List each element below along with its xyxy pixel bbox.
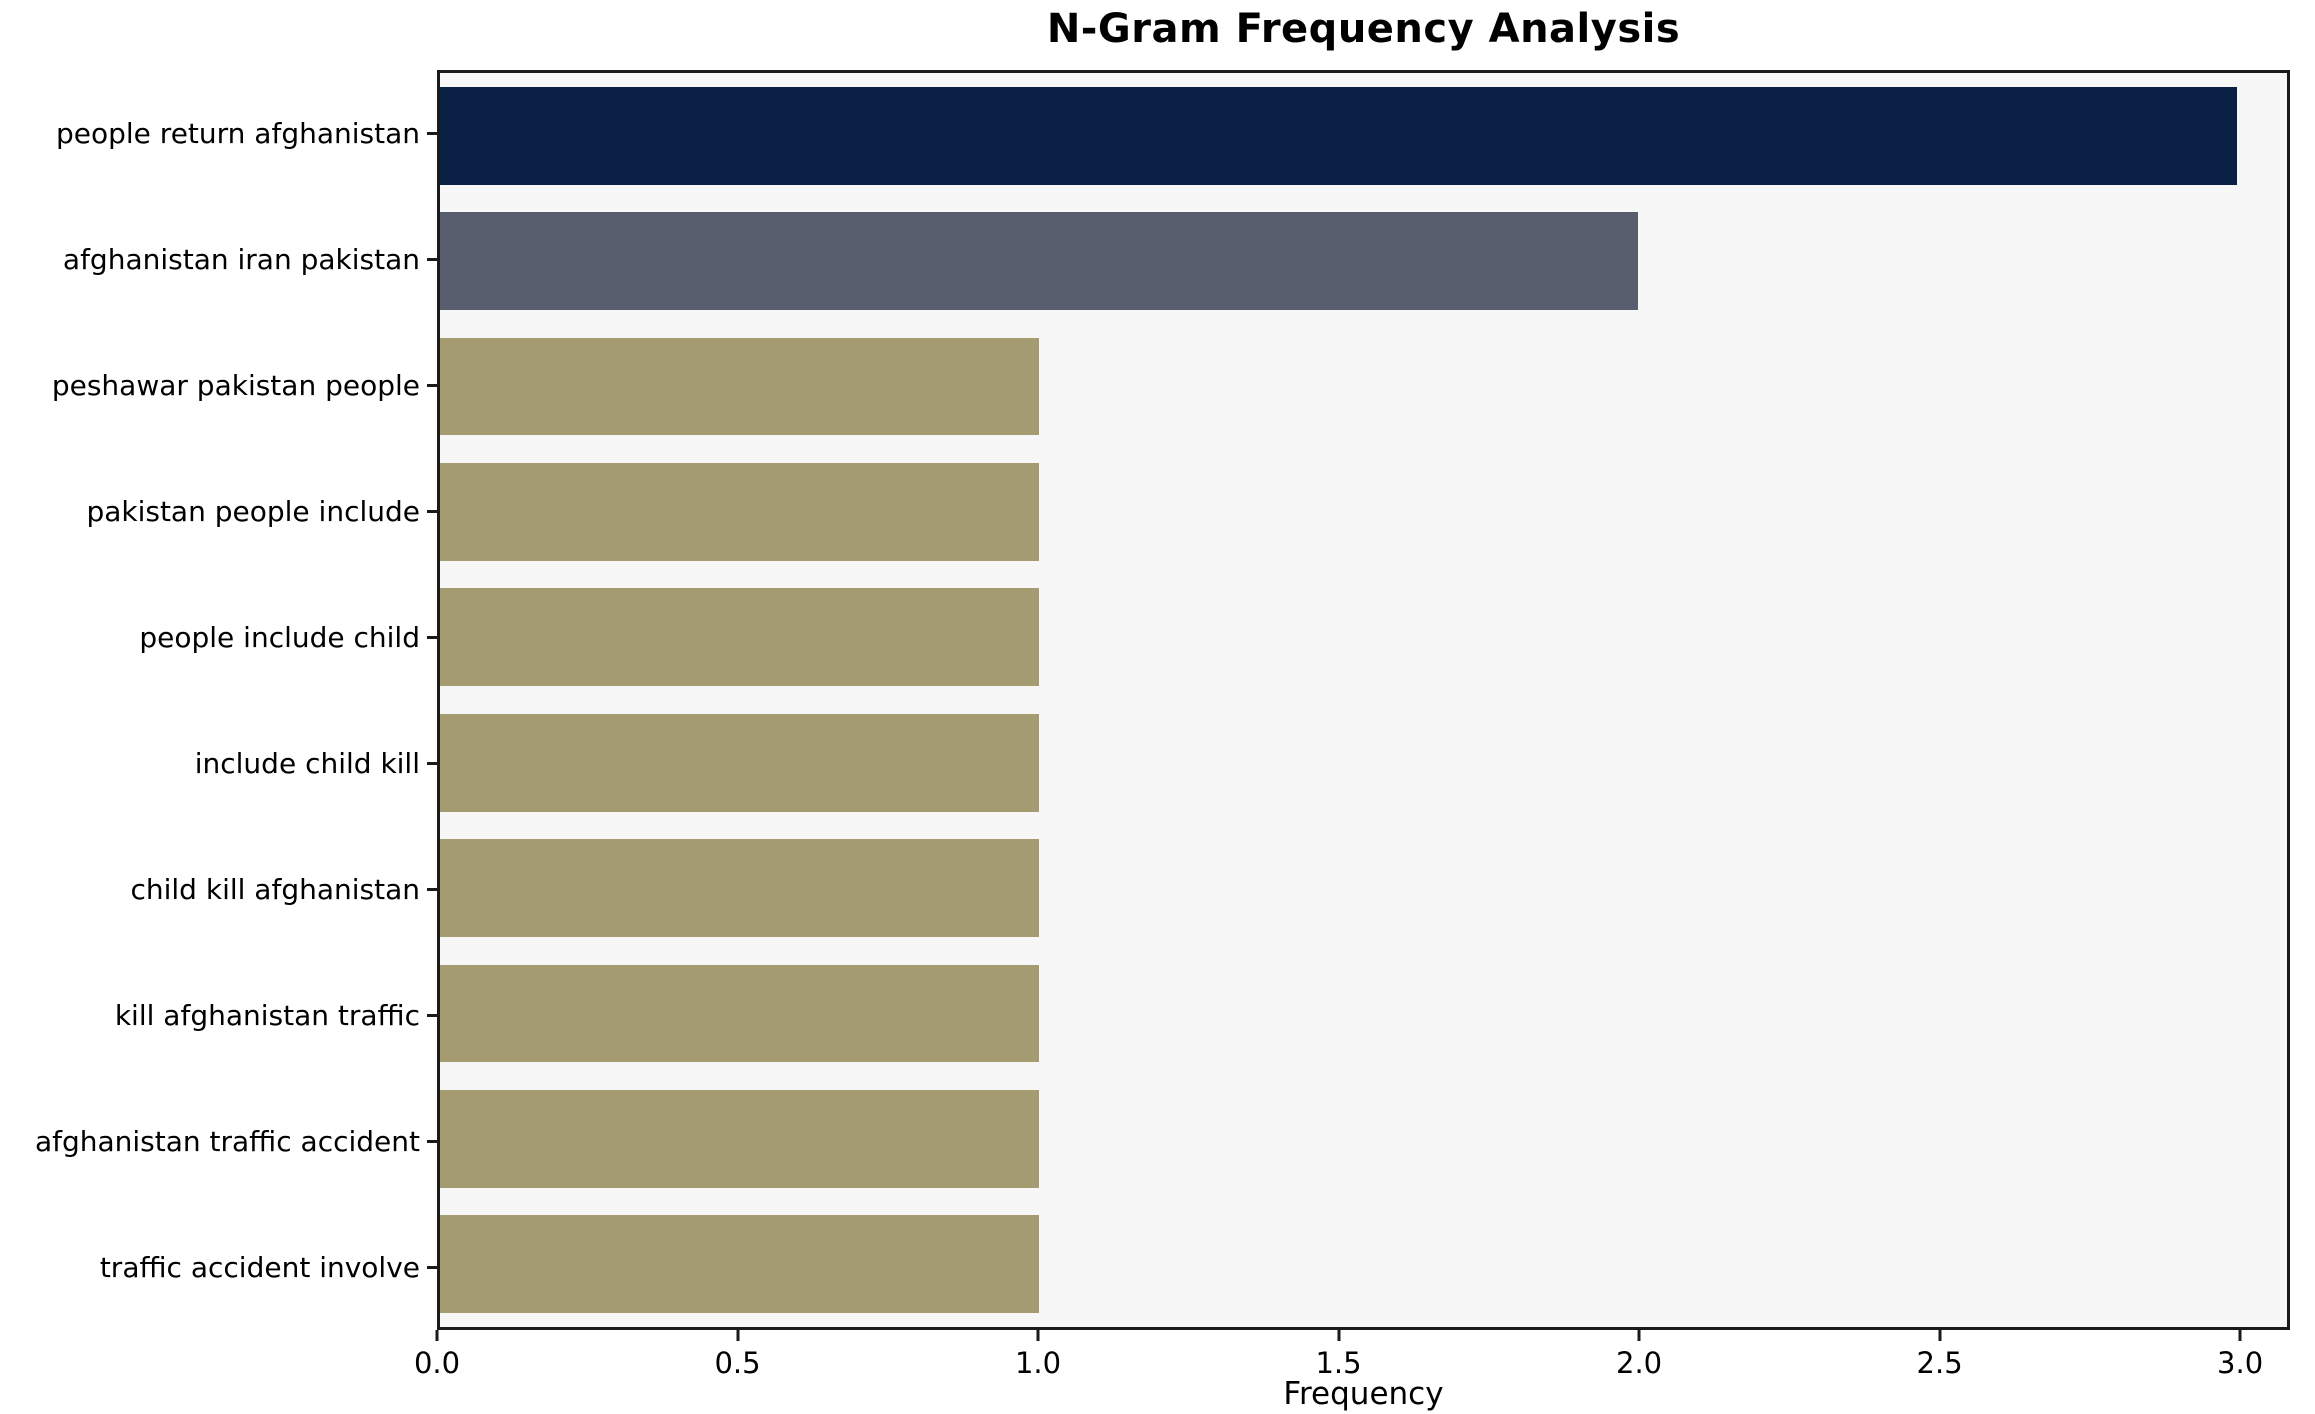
bar-row [440, 1202, 2287, 1327]
bar [440, 212, 1639, 311]
y-label-row: afghanistan traffic accident [0, 1078, 437, 1204]
plot-area [437, 70, 2290, 1330]
x-tick-mark [1036, 1330, 1040, 1341]
bar [440, 588, 1040, 687]
y-label-row: child kill afghanistan [0, 826, 437, 952]
y-label-row: traffic accident involve [0, 1204, 437, 1330]
bar-row [440, 700, 2287, 825]
y-tick-mark [427, 383, 437, 387]
bar-row [440, 575, 2287, 700]
x-axis-title: Frequency [1283, 1376, 1444, 1412]
bar [440, 337, 1040, 436]
y-label-row: include child kill [0, 700, 437, 826]
bar-row [440, 198, 2287, 323]
bar-row [440, 449, 2287, 574]
y-label-row: afghanistan iran pakistan [0, 196, 437, 322]
y-label-row: peshawar pakistan people [0, 322, 437, 448]
y-tick-label: include child kill [194, 746, 420, 780]
y-tick-label: kill afghanistan traffic [114, 998, 420, 1032]
x-tick-label: 0.5 [714, 1346, 761, 1380]
bar-rows [440, 73, 2287, 1327]
bar [440, 463, 1040, 561]
x-tick-label: 2.0 [1616, 1346, 1663, 1380]
bar-row [440, 825, 2287, 950]
y-tick-label: peshawar pakistan people [51, 368, 420, 402]
y-axis-labels: people return afghanistan afghanistan ira… [0, 70, 437, 1330]
y-tick-mark [427, 1013, 437, 1017]
x-tick-mark [435, 1330, 439, 1341]
y-tick-label: child kill afghanistan [130, 872, 420, 906]
y-tick-label: afghanistan traffic accident [34, 1124, 420, 1158]
y-label-row: people return afghanistan [0, 70, 437, 196]
y-tick-label: pakistan people include [86, 494, 420, 528]
x-tick-mark [1637, 1330, 1641, 1341]
bar-row [440, 951, 2287, 1076]
bar-row [440, 73, 2287, 198]
y-tick-mark [427, 1139, 437, 1143]
x-tick-label: 2.5 [1916, 1346, 1963, 1380]
bar-row [440, 1076, 2287, 1201]
y-tick-label: afghanistan iran pakistan [62, 242, 420, 276]
y-tick-label: traffic accident involve [99, 1250, 420, 1284]
x-tick-mark [1337, 1330, 1341, 1341]
y-tick-label: people include child [139, 620, 420, 654]
bar [440, 1215, 1040, 1314]
x-tick-label: 0.0 [413, 1346, 461, 1380]
bar [440, 839, 1040, 938]
x-tick-label: 1.5 [1315, 1346, 1362, 1380]
y-tick-mark [427, 635, 437, 639]
x-axis: 0.0 0.5 1.0 1.5 2.0 2.5 3.0 [414, 1330, 2290, 1390]
bar [440, 86, 2238, 185]
y-label-row: people include child [0, 574, 437, 700]
x-tick-label: 1.0 [1014, 1346, 1062, 1380]
bar [440, 1090, 1040, 1188]
y-tick-mark [427, 509, 437, 513]
y-tick-mark [427, 1265, 437, 1269]
y-tick-mark [427, 257, 437, 261]
x-tick-mark [1938, 1330, 1942, 1341]
y-tick-mark [427, 887, 437, 891]
x-tick-label: 3.0 [2217, 1346, 2264, 1380]
bar [440, 713, 1040, 812]
y-tick-label: people return afghanistan [55, 116, 420, 150]
y-tick-mark [427, 761, 437, 765]
bar-row [440, 324, 2287, 449]
x-tick-mark [736, 1330, 740, 1341]
chart-title: N-Gram Frequency Analysis [1046, 6, 1681, 52]
y-label-row: pakistan people include [0, 448, 437, 574]
y-label-row: kill afghanistan traffic [0, 952, 437, 1078]
bar [440, 964, 1040, 1063]
x-tick-mark [2238, 1330, 2242, 1341]
y-tick-mark [427, 131, 437, 135]
